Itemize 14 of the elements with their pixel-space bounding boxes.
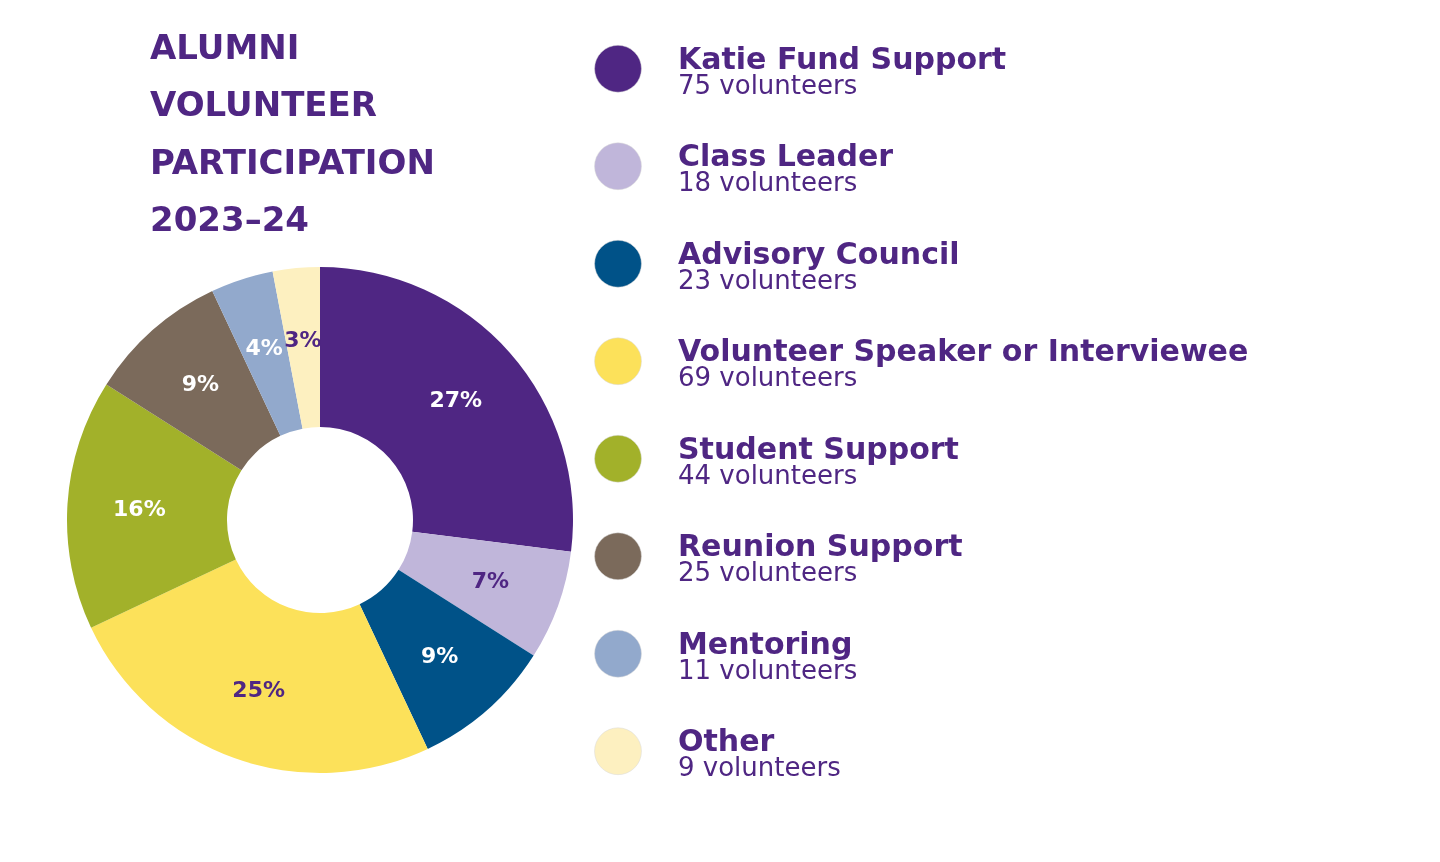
data-label: 25% (232, 677, 286, 703)
text: 75 volunteers (678, 69, 858, 100)
data-label: 27% (429, 387, 483, 413)
text: 44 volunteers (678, 459, 858, 490)
data-label: 3% (284, 326, 322, 352)
data-label: 4% (245, 334, 283, 360)
donut-slice (320, 267, 573, 552)
data-label: 9% (421, 642, 459, 668)
donut-slice (106, 291, 281, 471)
text: ALUMNI VOLUNTEER PARTICIPATION 2023–24 (150, 26, 435, 240)
data-label: 9% (181, 371, 219, 397)
data-label: 16% (113, 495, 166, 521)
data-label: 7% (471, 568, 509, 594)
donut-slice (359, 569, 534, 749)
